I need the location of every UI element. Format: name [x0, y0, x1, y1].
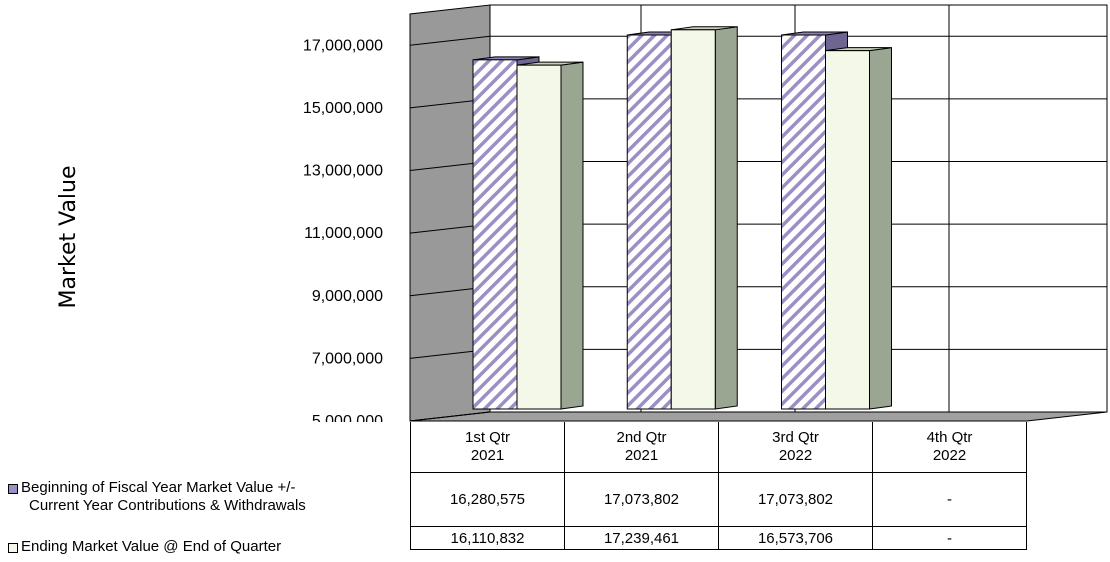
legend-series2: Ending Market Value @ End of Quarter: [8, 538, 408, 556]
y-tick-label: 11,000,000: [304, 225, 383, 242]
bar-series2-q1-side: [560, 61, 584, 410]
y-tick-label: 9,000,000: [312, 288, 383, 305]
gridline-side: [409, 35, 491, 46]
series1-value-q4: -: [872, 472, 1027, 527]
bar-series2-q2: [670, 29, 716, 410]
category-label-q4: 4th Qtr 2022: [872, 422, 1027, 473]
series2-value-q1: 16,110,832: [410, 526, 565, 550]
bar-series1-q1: [472, 59, 518, 410]
legend-label-series1-line2: Current Year Contributions & Withdrawals: [29, 497, 306, 514]
y-tick-label: 13,000,000: [303, 163, 383, 180]
gridline-side: [409, 411, 491, 422]
category-row: 1st Qtr 2021 2nd Qtr 2021 3rd Qtr 2022 4th …: [410, 422, 1027, 473]
legend-series1: Beginning of Fiscal Year Market Value +/…: [8, 479, 408, 515]
y-axis-ticks: 5,000,000 7,000,000 9,000,000 11,000,000 13,…: [303, 37, 383, 422]
bar-series2-q1: [516, 64, 562, 410]
series1-value-q1: 16,280,575: [410, 472, 565, 527]
series2-row: 16,110,832 17,239,461 16,573,706 -: [410, 526, 1027, 550]
data-table: 1st Qtr 2021 2nd Qtr 2021 3rd Qtr 2022 4th …: [410, 422, 1027, 550]
series2-value-q2: 17,239,461: [564, 526, 719, 550]
bar-series2-q2-side: [714, 26, 738, 410]
floor: [409, 411, 1108, 422]
legend-swatch-series1: [8, 484, 18, 494]
series1-value-q3: 17,073,802: [718, 472, 873, 527]
legend-swatch-series2: [8, 543, 18, 553]
bars: [472, 26, 892, 410]
bar-series2-q3-side: [869, 47, 892, 410]
series2-value-q3: 16,573,706: [718, 526, 873, 550]
category-label-q3: 3rd Qtr 2022: [718, 422, 873, 473]
bar-series2-q3: [825, 50, 870, 410]
series1-row: 16,280,575 17,073,802 17,073,802 -: [410, 472, 1027, 527]
y-tick-label: 5,000,000: [312, 413, 383, 422]
bar-series1-q3: [781, 34, 826, 410]
bar-chart: 5,000,000 7,000,000 9,000,000 11,000,000 13,…: [56, 4, 1108, 422]
legend-label-series1-line1: Beginning of Fiscal Year Market Value +/…: [21, 479, 296, 496]
y-tick-label: 7,000,000: [312, 350, 383, 367]
category-label-q1: 1st Qtr 2021: [410, 422, 565, 473]
category-label-q2: 2nd Qtr 2021: [564, 422, 719, 473]
series1-value-q2: 17,073,802: [564, 472, 719, 527]
y-axis-title: Market Value: [56, 165, 81, 308]
y-tick-label: 15,000,000: [303, 100, 383, 117]
bar-series1-q2: [626, 34, 672, 410]
series2-value-q4: -: [872, 526, 1027, 550]
y-tick-label: 17,000,000: [303, 37, 383, 54]
legend-label-series2: Ending Market Value @ End of Quarter: [21, 538, 282, 555]
